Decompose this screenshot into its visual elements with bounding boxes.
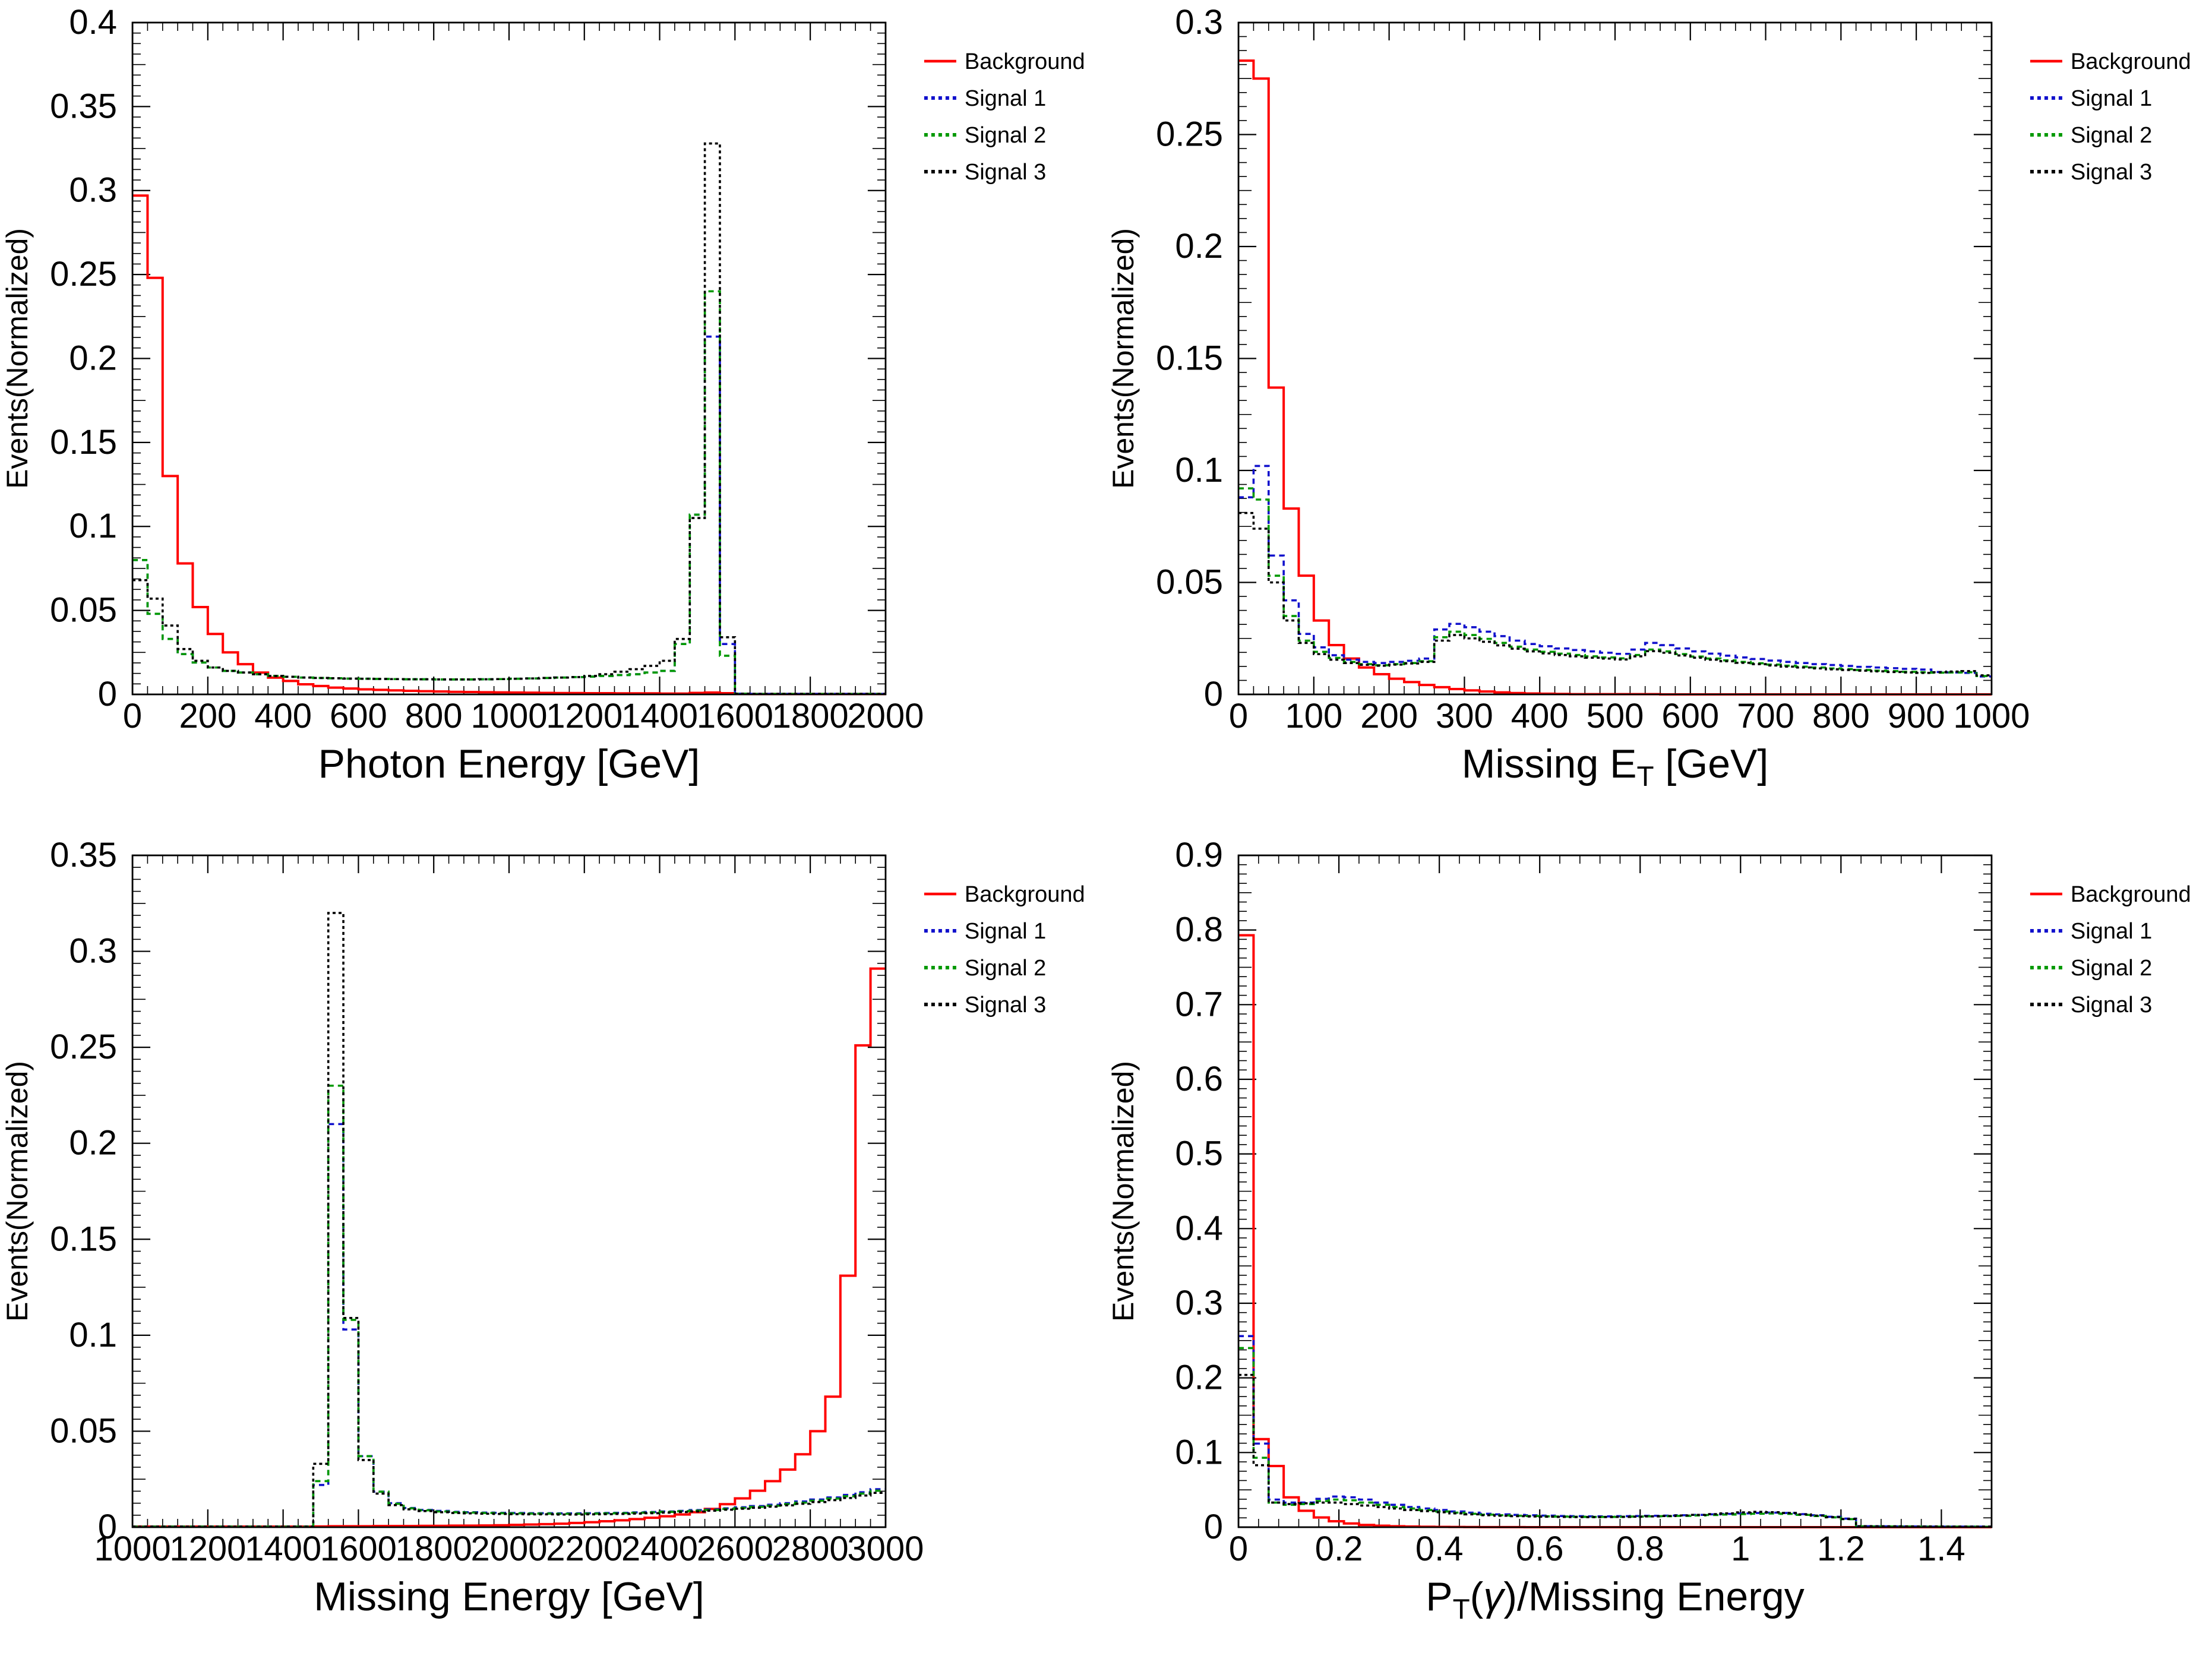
svg-text:0.3: 0.3 bbox=[69, 931, 117, 970]
svg-text:1200: 1200 bbox=[546, 697, 622, 735]
svg-text:0: 0 bbox=[1204, 675, 1223, 713]
svg-text:0.35: 0.35 bbox=[50, 87, 117, 125]
svg-text:0.6: 0.6 bbox=[1516, 1529, 1564, 1568]
svg-text:0: 0 bbox=[1229, 697, 1248, 735]
svg-text:2000: 2000 bbox=[470, 1529, 547, 1568]
svg-text:0: 0 bbox=[98, 1507, 117, 1546]
svg-text:1600: 1600 bbox=[320, 1529, 397, 1568]
svg-text:1800: 1800 bbox=[772, 697, 849, 735]
svg-text:0.3: 0.3 bbox=[1175, 1283, 1223, 1322]
svg-text:Photon Energy [GeV]: Photon Energy [GeV] bbox=[318, 741, 700, 786]
svg-text:Background: Background bbox=[965, 882, 1085, 906]
svg-text:0.9: 0.9 bbox=[1175, 835, 1223, 874]
svg-text:Signal 2: Signal 2 bbox=[2071, 123, 2152, 148]
svg-text:Signal 1: Signal 1 bbox=[2071, 918, 2152, 943]
svg-text:0.25: 0.25 bbox=[1156, 115, 1223, 153]
svg-text:Events(Normalized): Events(Normalized) bbox=[1, 1060, 34, 1321]
svg-text:800: 800 bbox=[1812, 697, 1870, 735]
svg-text:2800: 2800 bbox=[772, 1529, 849, 1568]
svg-text:0.1: 0.1 bbox=[69, 507, 117, 545]
svg-text:0.4: 0.4 bbox=[69, 3, 117, 42]
svg-text:Missing ET [GeV]: Missing ET [GeV] bbox=[1462, 741, 1769, 792]
svg-text:1800: 1800 bbox=[396, 1529, 472, 1568]
svg-text:Background: Background bbox=[2071, 49, 2191, 74]
svg-text:0.1: 0.1 bbox=[1175, 1433, 1223, 1471]
svg-text:0.05: 0.05 bbox=[50, 1411, 117, 1450]
svg-text:300: 300 bbox=[1436, 697, 1493, 735]
svg-text:1.4: 1.4 bbox=[1917, 1529, 1965, 1568]
svg-text:0.2: 0.2 bbox=[69, 339, 117, 377]
svg-text:0.8: 0.8 bbox=[1175, 910, 1223, 949]
svg-text:200: 200 bbox=[1360, 697, 1418, 735]
svg-text:0.1: 0.1 bbox=[1175, 451, 1223, 489]
svg-text:1000: 1000 bbox=[470, 697, 547, 735]
svg-text:0.15: 0.15 bbox=[1156, 339, 1223, 377]
svg-text:0.2: 0.2 bbox=[1175, 1358, 1223, 1397]
svg-text:0.4: 0.4 bbox=[1175, 1209, 1223, 1247]
svg-text:2600: 2600 bbox=[697, 1529, 773, 1568]
svg-text:0.8: 0.8 bbox=[1616, 1529, 1664, 1568]
svg-text:2400: 2400 bbox=[621, 1529, 698, 1568]
svg-text:Background: Background bbox=[965, 49, 1085, 74]
svg-text:200: 200 bbox=[179, 697, 236, 735]
svg-text:600: 600 bbox=[1661, 697, 1719, 735]
svg-text:600: 600 bbox=[330, 697, 387, 735]
svg-text:0.5: 0.5 bbox=[1175, 1134, 1223, 1173]
svg-text:Signal 3: Signal 3 bbox=[965, 160, 1046, 185]
svg-text:Signal 1: Signal 1 bbox=[965, 918, 1046, 943]
svg-text:0.2: 0.2 bbox=[1175, 227, 1223, 266]
svg-text:900: 900 bbox=[1888, 697, 1945, 735]
svg-text:0: 0 bbox=[1229, 1529, 1248, 1568]
svg-text:700: 700 bbox=[1737, 697, 1794, 735]
svg-text:PT(γ)/Missing Energy: PT(γ)/Missing Energy bbox=[1426, 1574, 1804, 1625]
svg-text:0.3: 0.3 bbox=[69, 171, 117, 210]
svg-text:Signal 1: Signal 1 bbox=[2071, 86, 2152, 111]
svg-text:0.15: 0.15 bbox=[50, 423, 117, 462]
svg-text:0.7: 0.7 bbox=[1175, 985, 1223, 1023]
svg-text:0.25: 0.25 bbox=[50, 1028, 117, 1066]
svg-text:1400: 1400 bbox=[245, 1529, 321, 1568]
svg-text:1: 1 bbox=[1731, 1529, 1750, 1568]
svg-text:Events(Normalized): Events(Normalized) bbox=[1, 228, 34, 489]
svg-text:0.4: 0.4 bbox=[1415, 1529, 1464, 1568]
svg-text:0.3: 0.3 bbox=[1175, 3, 1223, 42]
svg-text:Signal 3: Signal 3 bbox=[2071, 992, 2152, 1017]
svg-text:0.25: 0.25 bbox=[50, 255, 117, 293]
svg-text:0.2: 0.2 bbox=[69, 1123, 117, 1162]
svg-text:0: 0 bbox=[123, 697, 142, 735]
svg-text:0.05: 0.05 bbox=[50, 591, 117, 630]
svg-text:1.2: 1.2 bbox=[1817, 1529, 1865, 1568]
svg-text:Signal 3: Signal 3 bbox=[2071, 160, 2152, 185]
svg-text:Missing Energy [GeV]: Missing Energy [GeV] bbox=[314, 1574, 704, 1619]
svg-text:0.05: 0.05 bbox=[1156, 563, 1223, 601]
svg-text:Signal 1: Signal 1 bbox=[965, 86, 1046, 111]
svg-text:0.2: 0.2 bbox=[1315, 1529, 1363, 1568]
svg-text:500: 500 bbox=[1587, 697, 1644, 735]
svg-text:100: 100 bbox=[1285, 697, 1342, 735]
svg-text:0.35: 0.35 bbox=[50, 835, 117, 874]
svg-text:Signal 2: Signal 2 bbox=[965, 955, 1046, 980]
svg-text:800: 800 bbox=[405, 697, 463, 735]
svg-text:400: 400 bbox=[254, 697, 312, 735]
svg-text:1200: 1200 bbox=[169, 1529, 246, 1568]
svg-text:0.15: 0.15 bbox=[50, 1219, 117, 1258]
svg-text:1400: 1400 bbox=[621, 697, 698, 735]
svg-text:2000: 2000 bbox=[847, 697, 924, 735]
svg-text:Events(Normalized): Events(Normalized) bbox=[1107, 228, 1140, 489]
svg-text:0.6: 0.6 bbox=[1175, 1059, 1223, 1098]
svg-text:0: 0 bbox=[98, 675, 117, 713]
svg-text:0: 0 bbox=[1204, 1507, 1223, 1546]
svg-text:0.1: 0.1 bbox=[69, 1315, 117, 1354]
svg-text:Signal 2: Signal 2 bbox=[2071, 955, 2152, 980]
svg-text:400: 400 bbox=[1511, 697, 1569, 735]
svg-text:1000: 1000 bbox=[1953, 697, 2030, 735]
svg-text:Signal 2: Signal 2 bbox=[965, 123, 1046, 148]
svg-text:1600: 1600 bbox=[697, 697, 773, 735]
svg-text:Signal 3: Signal 3 bbox=[965, 992, 1046, 1017]
svg-text:Events(Normalized): Events(Normalized) bbox=[1107, 1060, 1140, 1321]
svg-text:2200: 2200 bbox=[546, 1529, 622, 1568]
svg-text:Background: Background bbox=[2071, 882, 2191, 906]
svg-text:3000: 3000 bbox=[847, 1529, 924, 1568]
